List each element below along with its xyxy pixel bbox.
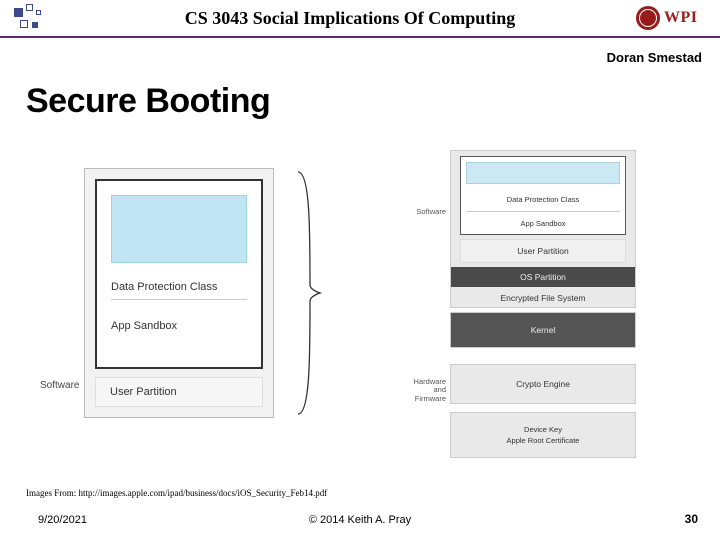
right-full-stack: Software Hardware and Firmware Data Prot… (450, 150, 636, 462)
secure-boot-diagram: Software Data Protection Class App Sandb… (40, 150, 680, 470)
right-data-protection-label: Data Protection Class (461, 189, 625, 210)
left-app-sandbox-label: App Sandbox (97, 304, 261, 334)
footer-page-number: 30 (685, 512, 698, 526)
right-group-software: Data Protection Class App Sandbox User P… (450, 150, 636, 308)
right-side-label-software: Software (406, 208, 446, 216)
slide-header: CS 3043 Social Implications Of Computing… (0, 0, 720, 38)
wpi-logo: WPI (636, 4, 710, 32)
header-decor-icon (14, 0, 74, 36)
course-title: CS 3043 Social Implications Of Computing (74, 8, 636, 29)
footer-citation: Images From: http://images.apple.com/ipa… (26, 488, 327, 498)
right-app-sandbox-label: App Sandbox (461, 213, 625, 234)
right-encrypted-fs-row: Encrypted File System (451, 287, 635, 309)
brace-icon (296, 170, 322, 416)
right-group-kernel: Kernel (450, 312, 636, 348)
right-group-keys: Device Key Apple Root Certificate (450, 412, 636, 458)
slide-title: Secure Booting (26, 82, 270, 121)
wpi-seal-icon (636, 6, 660, 30)
left-user-partition-row: User Partition (95, 377, 263, 407)
left-cyan-block (111, 195, 247, 263)
right-root-cert-row: Apple Root Certificate (451, 435, 635, 449)
right-user-partition-row: User Partition (460, 239, 626, 263)
presenter-name: Doran Smestad (607, 50, 702, 65)
right-os-partition-row: OS Partition (451, 267, 635, 287)
left-data-protection-label: Data Protection Class (97, 273, 261, 295)
right-cyan-block (466, 162, 620, 184)
wpi-logo-text: WPI (664, 9, 698, 27)
right-app-sandbox-box: Data Protection Class App Sandbox (460, 156, 626, 235)
left-software-stack: Data Protection Class App Sandbox User P… (84, 168, 274, 418)
left-stack-side-label: Software (40, 380, 79, 391)
right-crypto-engine-row: Crypto Engine (451, 373, 635, 395)
left-app-sandbox-box: Data Protection Class App Sandbox (95, 179, 263, 369)
right-side-label-hardware: Hardware and Firmware (406, 378, 446, 403)
right-device-key-row: Device Key (451, 421, 635, 435)
right-group-crypto: Crypto Engine (450, 364, 636, 404)
right-kernel-row: Kernel (451, 319, 635, 341)
footer-copyright: © 2014 Keith A. Pray (0, 514, 720, 526)
